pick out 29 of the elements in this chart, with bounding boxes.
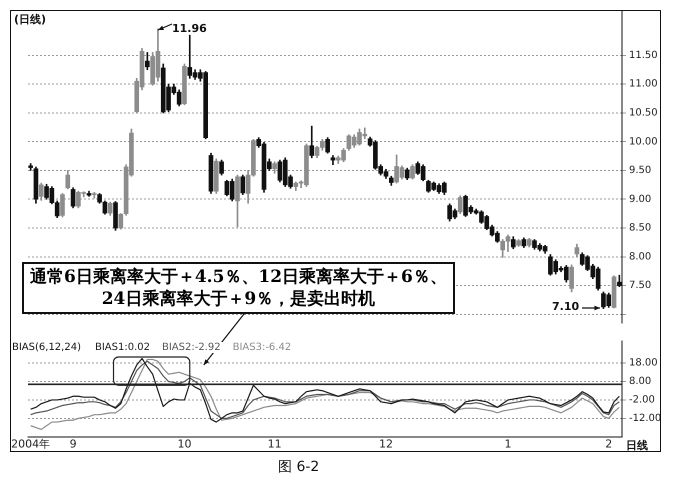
x-tick-label: 12 <box>378 437 393 450</box>
x-tick-label: 10 <box>177 437 192 450</box>
y-tick-label: 8.00 <box>629 251 652 262</box>
annotation: 7.10 <box>552 300 580 313</box>
y-tick-label: 8.00 <box>629 376 652 388</box>
y-tick-label: 10.50 <box>629 107 658 118</box>
y-tick-label: 11.00 <box>629 78 658 90</box>
y-tick-label: -2.00 <box>629 394 655 406</box>
x-tick-label: 2004年 <box>11 437 50 450</box>
chart-title: (日线) <box>14 12 46 27</box>
y-tick-label: 18.00 <box>629 358 658 369</box>
legend-title: BIAS(6,12,24) <box>12 342 81 353</box>
y-tick-label: 9.00 <box>629 194 652 205</box>
series-label: BIAS1:0.02 <box>94 342 150 353</box>
y-tick-label: 7.50 <box>629 280 652 292</box>
y-tick-label: 9.50 <box>629 165 652 176</box>
y-tick-label: 10.00 <box>629 136 658 148</box>
x-tick-label: 1 <box>504 437 512 450</box>
y-tick-label: 11.50 <box>629 50 658 61</box>
y-tick-label: 8.50 <box>629 222 652 234</box>
x-tick-label: 2 <box>605 437 612 450</box>
text: BIAS3:-6.42 <box>232 342 292 353</box>
text: 日线 <box>626 438 648 453</box>
x-tick-label: 9 <box>70 437 77 450</box>
annotation: 通常6日乘离率大于＋4.5％、12日乘离率大于＋6％、 24日乘离率大于＋9％，是卖出时机 <box>22 262 455 314</box>
caption: 图 6-2 <box>278 458 320 476</box>
series-label: BIAS2:-2.92 <box>162 342 221 353</box>
annotation: 11.96 <box>172 22 207 35</box>
x-tick-label: 11 <box>268 437 282 450</box>
